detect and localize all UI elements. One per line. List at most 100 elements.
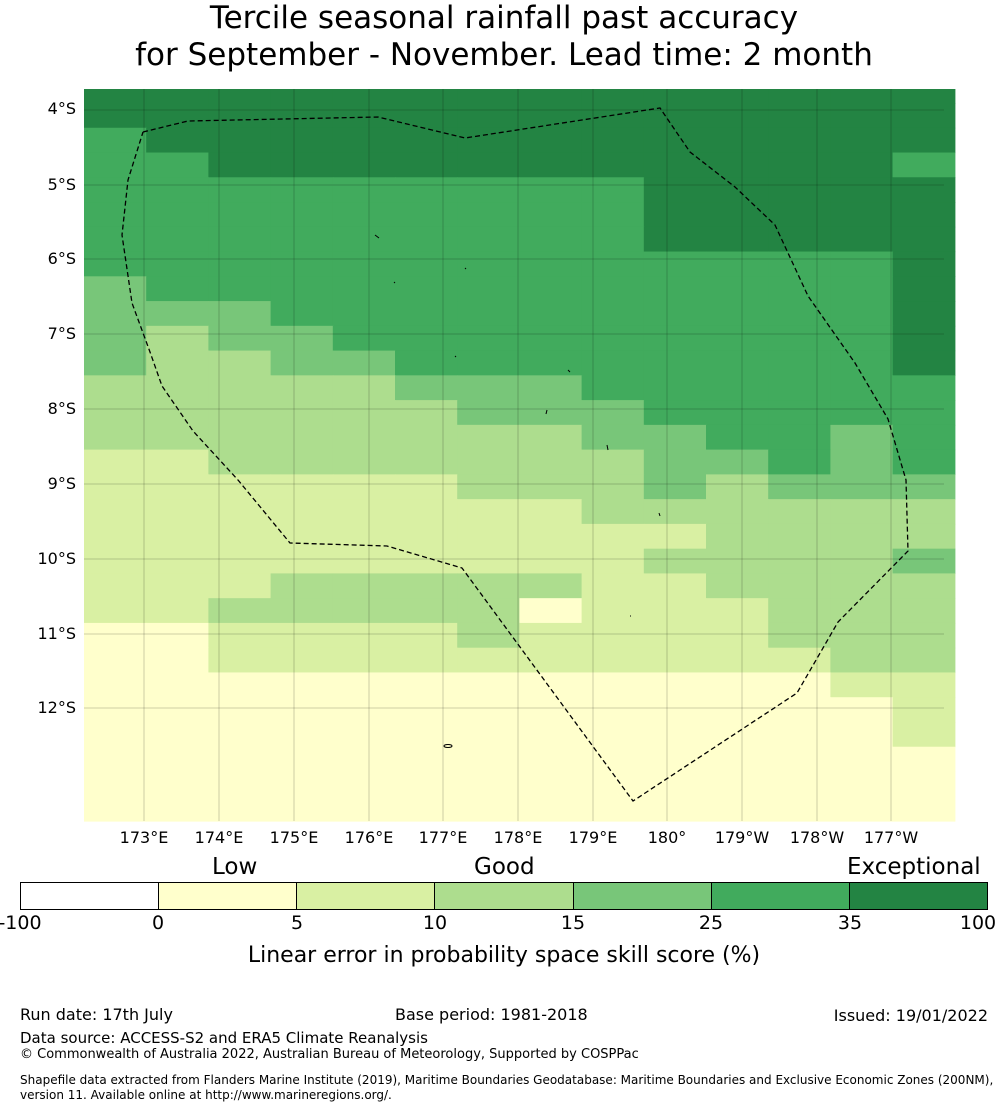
lat-label: 5°S — [47, 175, 76, 194]
grid-cell — [706, 746, 769, 773]
grid-cell — [643, 424, 707, 451]
grid-cell — [892, 449, 956, 475]
grid-cell — [519, 622, 583, 649]
data-source: Data source: ACCESS-S2 and ERA5 Climate … — [20, 1029, 428, 1047]
grid-cell — [519, 548, 583, 575]
grid-cell — [643, 375, 707, 401]
grid-cell — [146, 127, 209, 154]
grid-cell — [84, 424, 147, 451]
grid-cell — [270, 350, 334, 376]
grid-cell — [208, 721, 272, 748]
grid-cell — [643, 474, 707, 500]
grid-cell — [84, 721, 147, 748]
grid-cell — [830, 375, 894, 401]
grid-cell — [395, 375, 458, 401]
colorbar — [20, 882, 988, 910]
grid-cell — [892, 202, 956, 228]
lat-label: 10°S — [37, 549, 76, 568]
grid-cell — [581, 721, 645, 748]
grid-cell — [830, 697, 894, 723]
grid-cell — [332, 301, 396, 327]
grid-cell — [830, 103, 894, 129]
grid-cell — [519, 202, 583, 228]
grid-cell — [332, 573, 396, 599]
grid-cell — [892, 89, 956, 104]
colorbar-tick: 0 — [151, 912, 165, 934]
colorbar-tick: 25 — [698, 912, 724, 934]
grid-cell — [643, 251, 707, 277]
grid-cell — [706, 523, 769, 550]
grid-cell — [395, 697, 458, 723]
shapefile-credit-1: Shapefile data extracted from Flanders M… — [20, 1073, 994, 1087]
grid-cell — [581, 301, 645, 327]
grid-cell — [457, 449, 520, 475]
grid-cell — [457, 523, 520, 550]
grid-cell — [581, 523, 645, 550]
grid-cell — [581, 548, 645, 575]
grid-cell — [457, 202, 520, 228]
grid-cell — [768, 226, 831, 253]
eez-boundary — [121, 107, 909, 802]
grid-cell — [892, 523, 956, 550]
grid-cell — [84, 276, 147, 302]
grid-cell — [332, 202, 396, 228]
grid-cell — [146, 89, 209, 104]
grid-cell — [395, 672, 458, 698]
grid-cell — [146, 375, 209, 401]
legend-category-good: Good — [474, 854, 535, 880]
grid-cell — [332, 177, 396, 203]
grid-cell — [270, 697, 334, 723]
grid-cell — [706, 449, 769, 475]
grid-cell — [457, 796, 520, 822]
grid-cell — [395, 350, 458, 376]
grid-cell — [84, 523, 147, 550]
grid-cell — [146, 672, 209, 698]
grid-cell — [146, 202, 209, 228]
grid-cell — [892, 697, 956, 723]
grid-cell — [208, 177, 272, 203]
grid-cell — [830, 548, 894, 575]
grid-cell — [706, 127, 769, 154]
grid-cell — [208, 89, 272, 104]
grid-cell — [768, 127, 831, 154]
grid-cell — [270, 672, 334, 698]
colorbar-tick: 10 — [422, 912, 448, 934]
grid-cell — [146, 647, 209, 674]
grid-cell — [768, 548, 831, 575]
grid-cell — [208, 152, 272, 178]
grid-cell — [395, 647, 458, 674]
grid-cell — [395, 449, 458, 475]
grid-cell — [146, 548, 209, 575]
grid-cell — [270, 226, 334, 253]
grid-cell — [768, 424, 831, 451]
grid-cell — [332, 375, 396, 401]
grid-cell — [830, 89, 894, 104]
grid-cell — [892, 276, 956, 302]
grid-cell — [581, 375, 645, 401]
grid-cell — [643, 548, 707, 575]
grid-cell — [457, 424, 520, 451]
grid-cell — [892, 598, 956, 624]
grid-cell — [146, 746, 209, 773]
grid-cell — [146, 573, 209, 599]
grid-cell — [395, 721, 458, 748]
grid-cell — [332, 474, 396, 500]
grid-cell — [706, 622, 769, 649]
grid-cell — [270, 474, 334, 500]
grid-cell — [643, 721, 707, 748]
grid-cell — [643, 622, 707, 649]
grid-cell — [208, 449, 272, 475]
grid-cell — [84, 103, 147, 129]
grid-cell — [332, 276, 396, 302]
grid-cell — [332, 697, 396, 723]
grid-cell — [830, 746, 894, 773]
lat-label: 7°S — [47, 324, 76, 343]
grid-cell — [892, 672, 956, 698]
grid-cell — [146, 721, 209, 748]
grid-cell — [519, 375, 583, 401]
grid-cell — [706, 89, 769, 104]
grid-cell — [332, 771, 396, 797]
grid-cell — [519, 598, 583, 624]
grid-cell — [519, 449, 583, 475]
grid-cell — [830, 226, 894, 253]
